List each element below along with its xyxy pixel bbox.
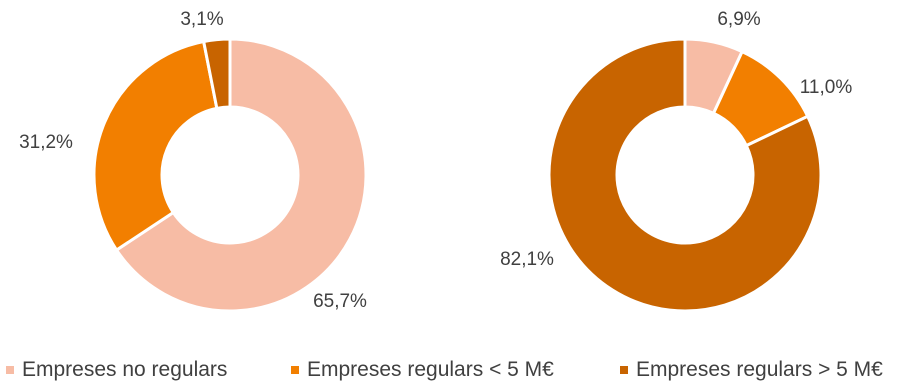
slice-no-regulars-chart-1 bbox=[115, 37, 368, 313]
data-label-regulars-gt5-chart-2: 82,1% bbox=[500, 249, 554, 270]
legend-swatch-no-regulars bbox=[6, 366, 14, 374]
legend-label-regulars-lt5: Empreses regulars < 5 M€ bbox=[307, 358, 554, 381]
slice-regulars-gt5-chart-2 bbox=[547, 37, 823, 313]
legend-swatch-regulars-lt5 bbox=[291, 366, 299, 374]
data-label-regulars-lt5-chart-2: 11,0% bbox=[800, 77, 853, 98]
legend: Empreses no regulars Empreses regulars <… bbox=[0, 356, 903, 384]
data-label-regulars-gt5-chart-1: 3,1% bbox=[180, 9, 223, 30]
data-label-no-regulars-chart-2: 6,9% bbox=[717, 9, 760, 30]
slice-regulars-gt5-chart-1 bbox=[202, 37, 232, 110]
legend-item-regulars-lt5: Empreses regulars < 5 M€ bbox=[291, 356, 554, 384]
data-label-no-regulars-chart-1: 65,7% bbox=[313, 291, 367, 312]
legend-label-no-regulars: Empreses no regulars bbox=[22, 358, 228, 381]
legend-swatch-regulars-gt5 bbox=[620, 366, 628, 374]
legend-item-regulars-gt5: Empreses regulars > 5 M€ bbox=[620, 356, 883, 384]
legend-label-regulars-gt5: Empreses regulars > 5 M€ bbox=[636, 358, 883, 381]
data-label-regulars-lt5-chart-1: 31,2% bbox=[19, 132, 73, 153]
donut-chart-2: 6,9% 11,0% 82,1% bbox=[500, 9, 853, 313]
donut-chart-1: 65,7% 31,2% 3,1% bbox=[19, 9, 368, 313]
donut-charts: 65,7% 31,2% 3,1% 6,9% 11,0% 82,1% bbox=[19, 9, 853, 313]
legend-item-no-regulars: Empreses no regulars bbox=[6, 356, 227, 384]
slice-regulars-lt5-chart-1 bbox=[92, 40, 219, 252]
